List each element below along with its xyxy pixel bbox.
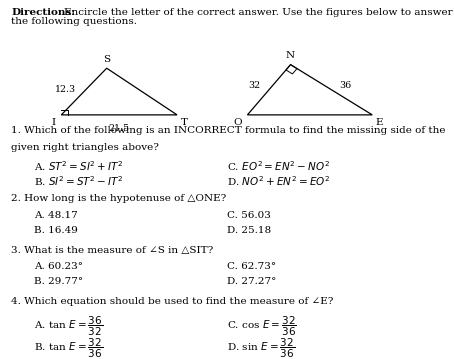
Text: C. $\mathregular{cos}\ E = \dfrac{32}{36}$: C. $\mathregular{cos}\ E = \dfrac{32}{36… [227, 315, 297, 338]
Text: B. $SI^2 = ST^2 - IT^2$: B. $SI^2 = ST^2 - IT^2$ [34, 174, 123, 188]
Text: 36: 36 [340, 81, 352, 90]
Text: B. 16.49: B. 16.49 [34, 226, 78, 235]
Text: 2. How long is the hypotenuse of △ONE?: 2. How long is the hypotenuse of △ONE? [11, 194, 227, 203]
Text: B. 29.77°: B. 29.77° [34, 277, 83, 286]
Text: D. 27.27°: D. 27.27° [227, 277, 276, 286]
Text: T: T [181, 118, 188, 127]
Text: D. $\mathregular{sin}\ E = \dfrac{32}{36}$: D. $\mathregular{sin}\ E = \dfrac{32}{36… [227, 336, 295, 359]
Text: A. 48.17: A. 48.17 [34, 211, 78, 220]
Text: Encircle the letter of the correct answer. Use the figures below to answer: Encircle the letter of the correct answe… [64, 8, 453, 17]
Text: A. 60.23°: A. 60.23° [34, 262, 83, 271]
Text: I: I [52, 118, 56, 127]
Text: A. $\mathregular{tan}\ E = \dfrac{36}{32}$: A. $\mathregular{tan}\ E = \dfrac{36}{32… [34, 315, 103, 338]
Text: C. 56.03: C. 56.03 [227, 211, 271, 220]
Text: C. $EO^2 = EN^2 - NO^2$: C. $EO^2 = EN^2 - NO^2$ [227, 159, 330, 173]
Text: 32: 32 [249, 81, 261, 90]
Text: 12.3: 12.3 [54, 85, 76, 94]
Text: E: E [376, 118, 384, 127]
Text: N: N [286, 51, 295, 60]
Text: D. 25.18: D. 25.18 [227, 226, 271, 235]
Text: C. 62.73°: C. 62.73° [227, 262, 276, 271]
Text: 4. Which equation should be used to find the measure of ∠E?: 4. Which equation should be used to find… [11, 297, 334, 306]
Text: O: O [233, 118, 242, 127]
Text: Directions:: Directions: [11, 8, 75, 17]
Text: 3. What is the measure of ∠S in △SIT?: 3. What is the measure of ∠S in △SIT? [11, 246, 213, 255]
Text: B. $\mathregular{tan}\ E = \dfrac{32}{36}$: B. $\mathregular{tan}\ E = \dfrac{32}{36… [34, 336, 103, 359]
Text: 1. Which of the following is an INCORRECT formula to find the missing side of th: 1. Which of the following is an INCORREC… [11, 126, 446, 135]
Text: D. $NO^2 + EN^2 = EO^2$: D. $NO^2 + EN^2 = EO^2$ [227, 174, 331, 188]
Text: given right triangles above?: given right triangles above? [11, 143, 159, 152]
Text: S: S [103, 55, 110, 64]
Text: A. $ST^2 = SI^2 + IT^2$: A. $ST^2 = SI^2 + IT^2$ [34, 159, 123, 173]
Text: 21.5: 21.5 [109, 124, 130, 133]
Text: the following questions.: the following questions. [11, 17, 138, 26]
